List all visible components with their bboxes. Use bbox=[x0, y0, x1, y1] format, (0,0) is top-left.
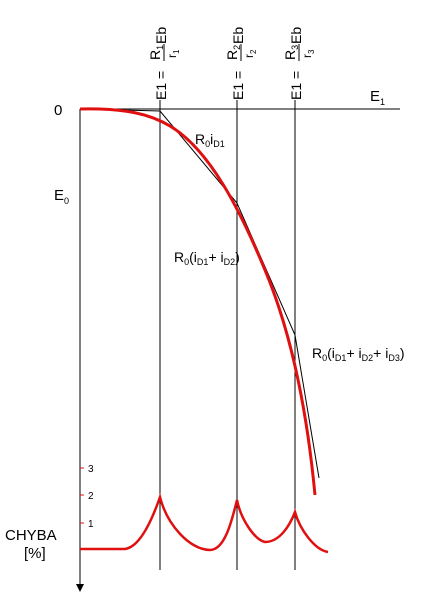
breakpoint-num-sub: 2 bbox=[232, 45, 242, 50]
origin-label: 0 bbox=[54, 102, 62, 119]
segment-base-sub: 0 bbox=[205, 139, 210, 149]
breakpoint-den-sub: 1 bbox=[172, 49, 181, 54]
segment-sub: D2 bbox=[362, 353, 374, 363]
segment-sub: D1 bbox=[335, 353, 347, 363]
segment-label-3: R0(iD1+ iD2+ iD3) bbox=[312, 345, 405, 363]
breakpoint-suffix: Eb bbox=[288, 27, 304, 44]
error-curve bbox=[80, 492, 329, 554]
segment-text: + i bbox=[346, 345, 361, 361]
segment-sub: D1 bbox=[197, 257, 209, 267]
breakpoint-num-letter: R bbox=[224, 50, 240, 60]
breakpoint-suffix: Eb bbox=[153, 27, 169, 44]
breakpoint-den-letter: r bbox=[165, 54, 179, 58]
segment-text: (i bbox=[327, 345, 335, 361]
segment-base-sub: 0 bbox=[184, 257, 189, 267]
breakpoint-den-letter: r bbox=[300, 54, 314, 58]
breakpoint-numerator: R3 bbox=[282, 45, 300, 60]
error-tick-label-2: 2 bbox=[88, 491, 94, 502]
piecewise-approximation bbox=[79, 108, 320, 479]
segment-base-sub: 0 bbox=[322, 353, 327, 363]
breakpoint-prefix: E1 = bbox=[153, 71, 169, 100]
segment-text: (i bbox=[189, 249, 197, 265]
breakpoint-num-sub: 3 bbox=[290, 45, 300, 50]
ideal-curve bbox=[79, 107, 317, 496]
error-scale: 1 2 3 bbox=[80, 464, 94, 530]
segment-text: ) bbox=[400, 345, 405, 361]
breakpoint-den-letter: r bbox=[242, 54, 256, 58]
e0-axis-arrowhead bbox=[76, 584, 84, 592]
segment-text: ) bbox=[235, 249, 240, 265]
breakpoint-suffix: Eb bbox=[230, 27, 246, 44]
segment-base: R bbox=[174, 249, 184, 265]
breakpoint-den-sub: 2 bbox=[249, 49, 258, 54]
breakpoint-num-sub: 1 bbox=[155, 45, 165, 50]
breakpoint-prefix: E1 = bbox=[288, 71, 304, 100]
breakpoint-denominator: r1 bbox=[165, 49, 181, 58]
breakpoint-denominator: r2 bbox=[242, 49, 258, 58]
segment-label-1: R0iD1 bbox=[195, 131, 225, 149]
segment-sub: D3 bbox=[388, 353, 400, 363]
breakpoint-num-letter: R bbox=[282, 50, 298, 60]
segment-base: R bbox=[195, 131, 205, 147]
e1-axis-label: E1 bbox=[370, 88, 385, 107]
breakpoint-numerator: R1 bbox=[147, 45, 165, 60]
e0-axis-label: E0 bbox=[54, 187, 69, 206]
breakpoint-prefix: E1 = bbox=[230, 71, 246, 100]
segment-label-2: R0(iD1+ iD2) bbox=[174, 249, 240, 267]
segment-text: + i bbox=[373, 345, 388, 361]
chyba-label: CHYBA bbox=[5, 527, 57, 544]
chyba-unit-label: [%] bbox=[24, 545, 46, 562]
breakpoint-denominator: r3 bbox=[300, 49, 316, 58]
error-tick-label-3: 3 bbox=[88, 464, 94, 475]
segment-text: i bbox=[210, 131, 213, 147]
segment-text: + i bbox=[208, 249, 223, 265]
segment-sub: D2 bbox=[224, 257, 236, 267]
segment-sub: D1 bbox=[213, 139, 225, 149]
breakpoint-den-sub: 3 bbox=[307, 49, 316, 54]
error-tick-label-1: 1 bbox=[88, 519, 94, 530]
segment-base: R bbox=[312, 345, 322, 361]
breakpoint-num-letter: R bbox=[147, 50, 163, 60]
breakpoint-numerator: R2 bbox=[224, 45, 242, 60]
